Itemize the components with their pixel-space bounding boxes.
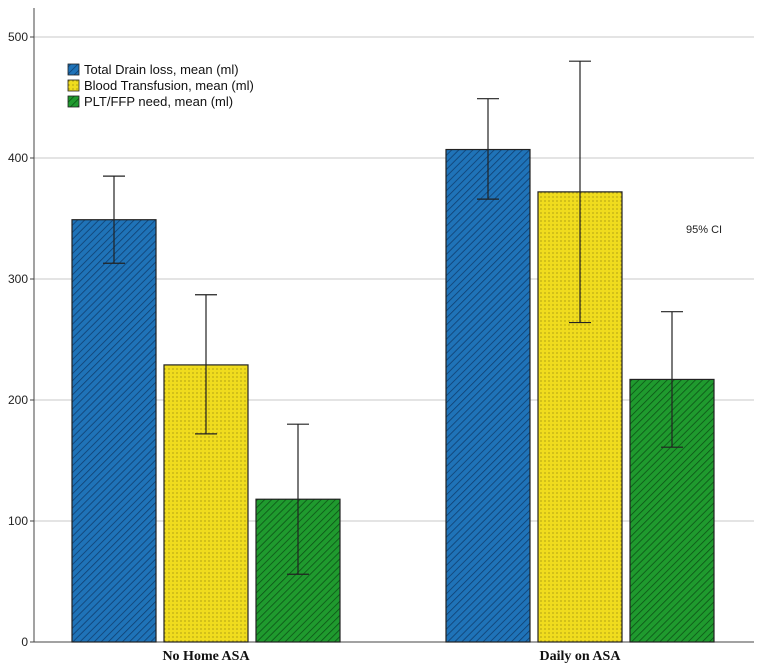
y-tick-labels: 0 100 200 300 400 500 — [8, 30, 34, 649]
legend-swatch-plt-ffp — [67, 95, 80, 108]
bar-drain-daily-on-asa — [445, 148, 531, 643]
legend-swatch-drain — [67, 63, 80, 76]
legend-label-drain: Total Drain loss, mean (ml) — [84, 62, 239, 77]
category-label: Daily on ASA — [540, 649, 622, 664]
error-bar — [195, 294, 217, 435]
legend-label-transfusion: Blood Transfusion, mean (ml) — [84, 78, 254, 93]
error-bar — [103, 175, 125, 264]
bars — [71, 148, 715, 643]
y-tick-label: 500 — [8, 30, 28, 44]
y-tick-label: 300 — [8, 272, 28, 286]
error-bar — [287, 423, 309, 575]
error-bar — [569, 60, 591, 324]
bar-drain-no-home-asa — [71, 219, 157, 643]
legend: Total Drain loss, mean (ml) Blood Transf… — [67, 62, 254, 109]
category-label: No Home ASA — [162, 649, 250, 664]
legend-swatch-transfusion — [67, 79, 80, 92]
legend-label-plt-ffp: PLT/FFP need, mean (ml) — [84, 94, 233, 109]
y-tick-label: 0 — [21, 635, 28, 649]
y-tick-label: 100 — [8, 514, 28, 528]
error-bar — [661, 311, 683, 448]
error-bar — [477, 98, 499, 200]
y-tick-label: 400 — [8, 151, 28, 165]
category-labels: No Home ASA Daily on ASA — [162, 649, 621, 664]
ci-annotation: 95% CI — [686, 224, 722, 236]
error-bars — [103, 60, 683, 575]
y-tick-label: 200 — [8, 393, 28, 407]
